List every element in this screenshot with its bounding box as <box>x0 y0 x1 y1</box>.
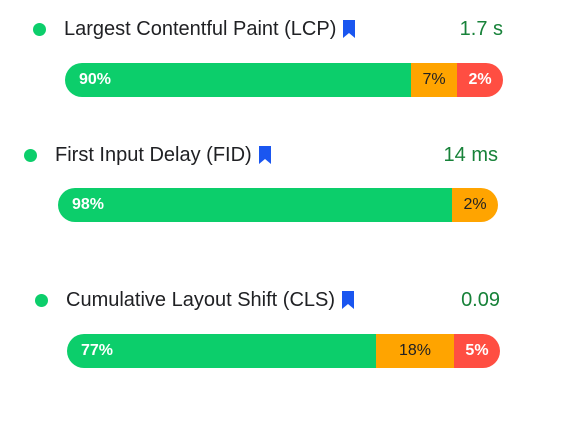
segment-poor: 2% <box>457 63 503 97</box>
metric-header: Cumulative Layout Shift (CLS) <box>35 285 355 315</box>
metric-value: 0.09 <box>461 289 500 311</box>
metric-header: First Input Delay (FID) <box>24 140 272 170</box>
metric-cls: Cumulative Layout Shift (CLS) 0.09 77% 1… <box>35 285 500 370</box>
metric-lcp: Largest Contentful Paint (LCP) 1.7 s 90%… <box>33 14 503 99</box>
metric-fid: First Input Delay (FID) 14 ms 98% 2% <box>24 140 498 225</box>
metric-value: 1.7 s <box>459 18 503 40</box>
distribution-bar[interactable]: 90% 7% 2% <box>65 63 503 97</box>
bookmark-icon[interactable] <box>342 20 356 38</box>
segment-good: 90% <box>65 63 411 97</box>
status-dot-good <box>35 293 48 307</box>
bookmark-icon[interactable] <box>341 291 355 309</box>
metric-name: Largest Contentful Paint (LCP) <box>64 17 337 40</box>
status-dot-good <box>33 22 46 36</box>
distribution-bar[interactable]: 77% 18% 5% <box>67 334 500 368</box>
bookmark-icon[interactable] <box>258 146 272 164</box>
segment-poor: 5% <box>453 334 500 368</box>
distribution-bar[interactable]: 98% 2% <box>58 188 498 222</box>
segment-needs-improvement: 2% <box>452 188 498 222</box>
status-dot-good <box>24 148 37 162</box>
metric-value: 14 ms <box>443 144 498 166</box>
metric-name: Cumulative Layout Shift (CLS) <box>66 288 336 311</box>
segment-good: 77% <box>67 334 377 368</box>
metric-header: Largest Contentful Paint (LCP) <box>33 14 356 44</box>
segment-needs-improvement: 7% <box>411 63 457 97</box>
metric-name: First Input Delay (FID) <box>55 143 252 166</box>
segment-good: 98% <box>58 188 452 222</box>
segment-needs-improvement: 18% <box>376 334 454 368</box>
